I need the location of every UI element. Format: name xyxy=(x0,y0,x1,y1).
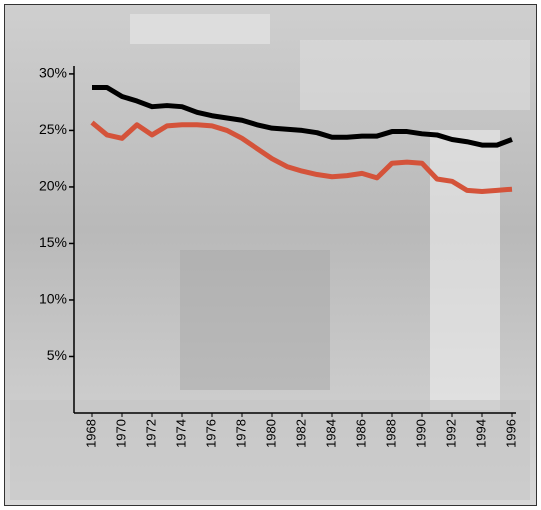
x-tick-label: 1982 xyxy=(293,419,308,448)
x-tick-label: 1974 xyxy=(173,419,188,448)
photo-shape xyxy=(430,130,500,410)
x-tick-label: 1986 xyxy=(353,419,368,448)
y-tick-label: 5% xyxy=(47,347,67,363)
x-tick-label: 1980 xyxy=(263,419,278,448)
photo-shape xyxy=(10,400,530,500)
photo-shape xyxy=(300,40,530,110)
x-tick-label: 1994 xyxy=(473,419,488,448)
x-tick-label: 1992 xyxy=(443,419,458,448)
x-tick-label: 1968 xyxy=(83,419,98,448)
y-tick-label: 20% xyxy=(39,178,67,194)
y-tick-label: 25% xyxy=(39,121,67,137)
x-tick-label: 1984 xyxy=(323,419,338,448)
series-line xyxy=(92,84,513,148)
y-tick-label: 15% xyxy=(39,234,67,250)
x-tick-label: 1972 xyxy=(143,419,158,448)
y-tick-label: 30% xyxy=(39,65,67,81)
y-tick-label: 10% xyxy=(39,291,67,307)
photo-shape xyxy=(130,14,270,44)
x-tick-label: 1988 xyxy=(383,419,398,448)
x-tick-label: 1976 xyxy=(203,419,218,448)
x-tick-label: 1990 xyxy=(413,419,428,448)
photo-shape xyxy=(180,250,330,390)
x-tick-label: 1978 xyxy=(233,419,248,448)
x-tick-label: 1970 xyxy=(113,419,128,448)
x-tick-label: 1996 xyxy=(503,419,518,448)
series-line xyxy=(90,120,513,194)
